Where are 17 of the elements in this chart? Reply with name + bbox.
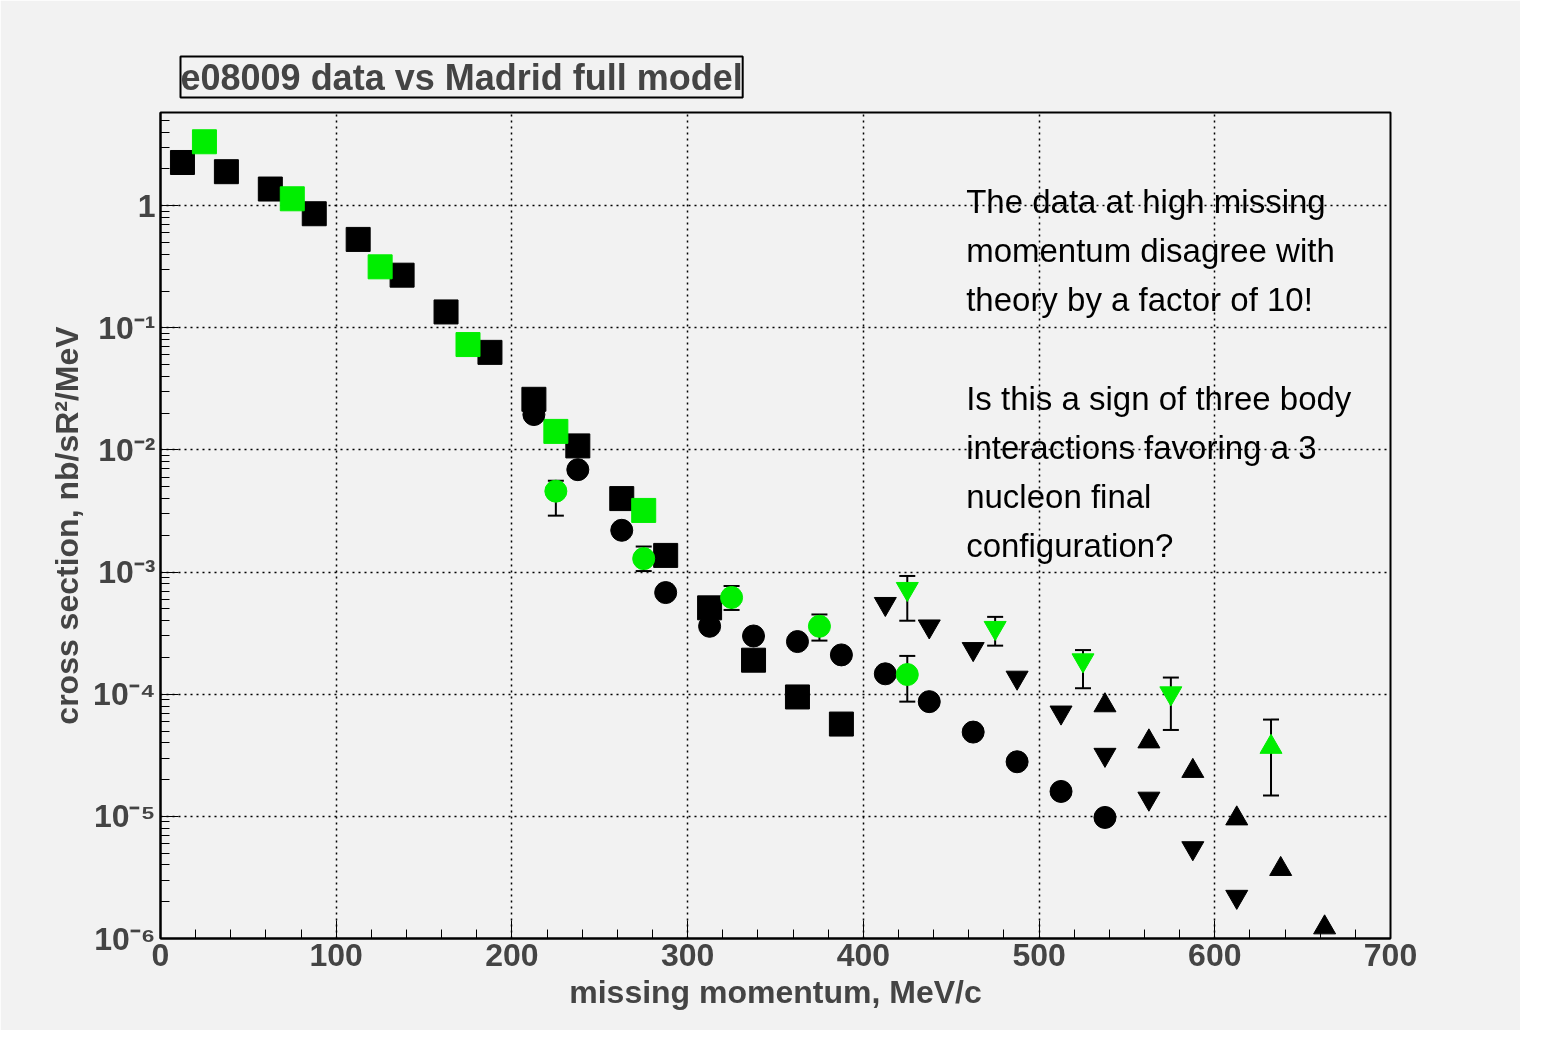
x-tick-label: 500: [1012, 936, 1066, 973]
x-tick-label: 100: [309, 936, 363, 973]
x-tick-label: 400: [836, 936, 891, 973]
x-tick-label: 200: [485, 936, 539, 973]
x-tick-label: 600: [1188, 936, 1242, 973]
chart-title: e08009 data vs Madrid full model: [180, 56, 743, 98]
x-tick-label: 700: [1363, 936, 1418, 973]
y-tick-label: 10⁻²: [98, 431, 156, 468]
y-tick-label: 10⁻⁵: [93, 798, 156, 835]
y-tick-label: 1: [137, 187, 156, 224]
y-tick-label: 10⁻¹: [98, 309, 156, 346]
x-axis-title: missing momentum, MeV/c: [569, 973, 982, 1010]
y-axis-title: cross section, nb/sR²/MeV: [49, 325, 86, 725]
y-tick-label: 10⁻⁴: [93, 676, 156, 713]
text: The data at high missing momentum disagree with theory by a factor of 10! Is this a sign of three body interactions favoring a 3 nucleon final configuration?: [966, 182, 1352, 565]
x-tick-label: 300: [660, 936, 715, 973]
y-tick-label: 10⁻³: [98, 554, 156, 591]
